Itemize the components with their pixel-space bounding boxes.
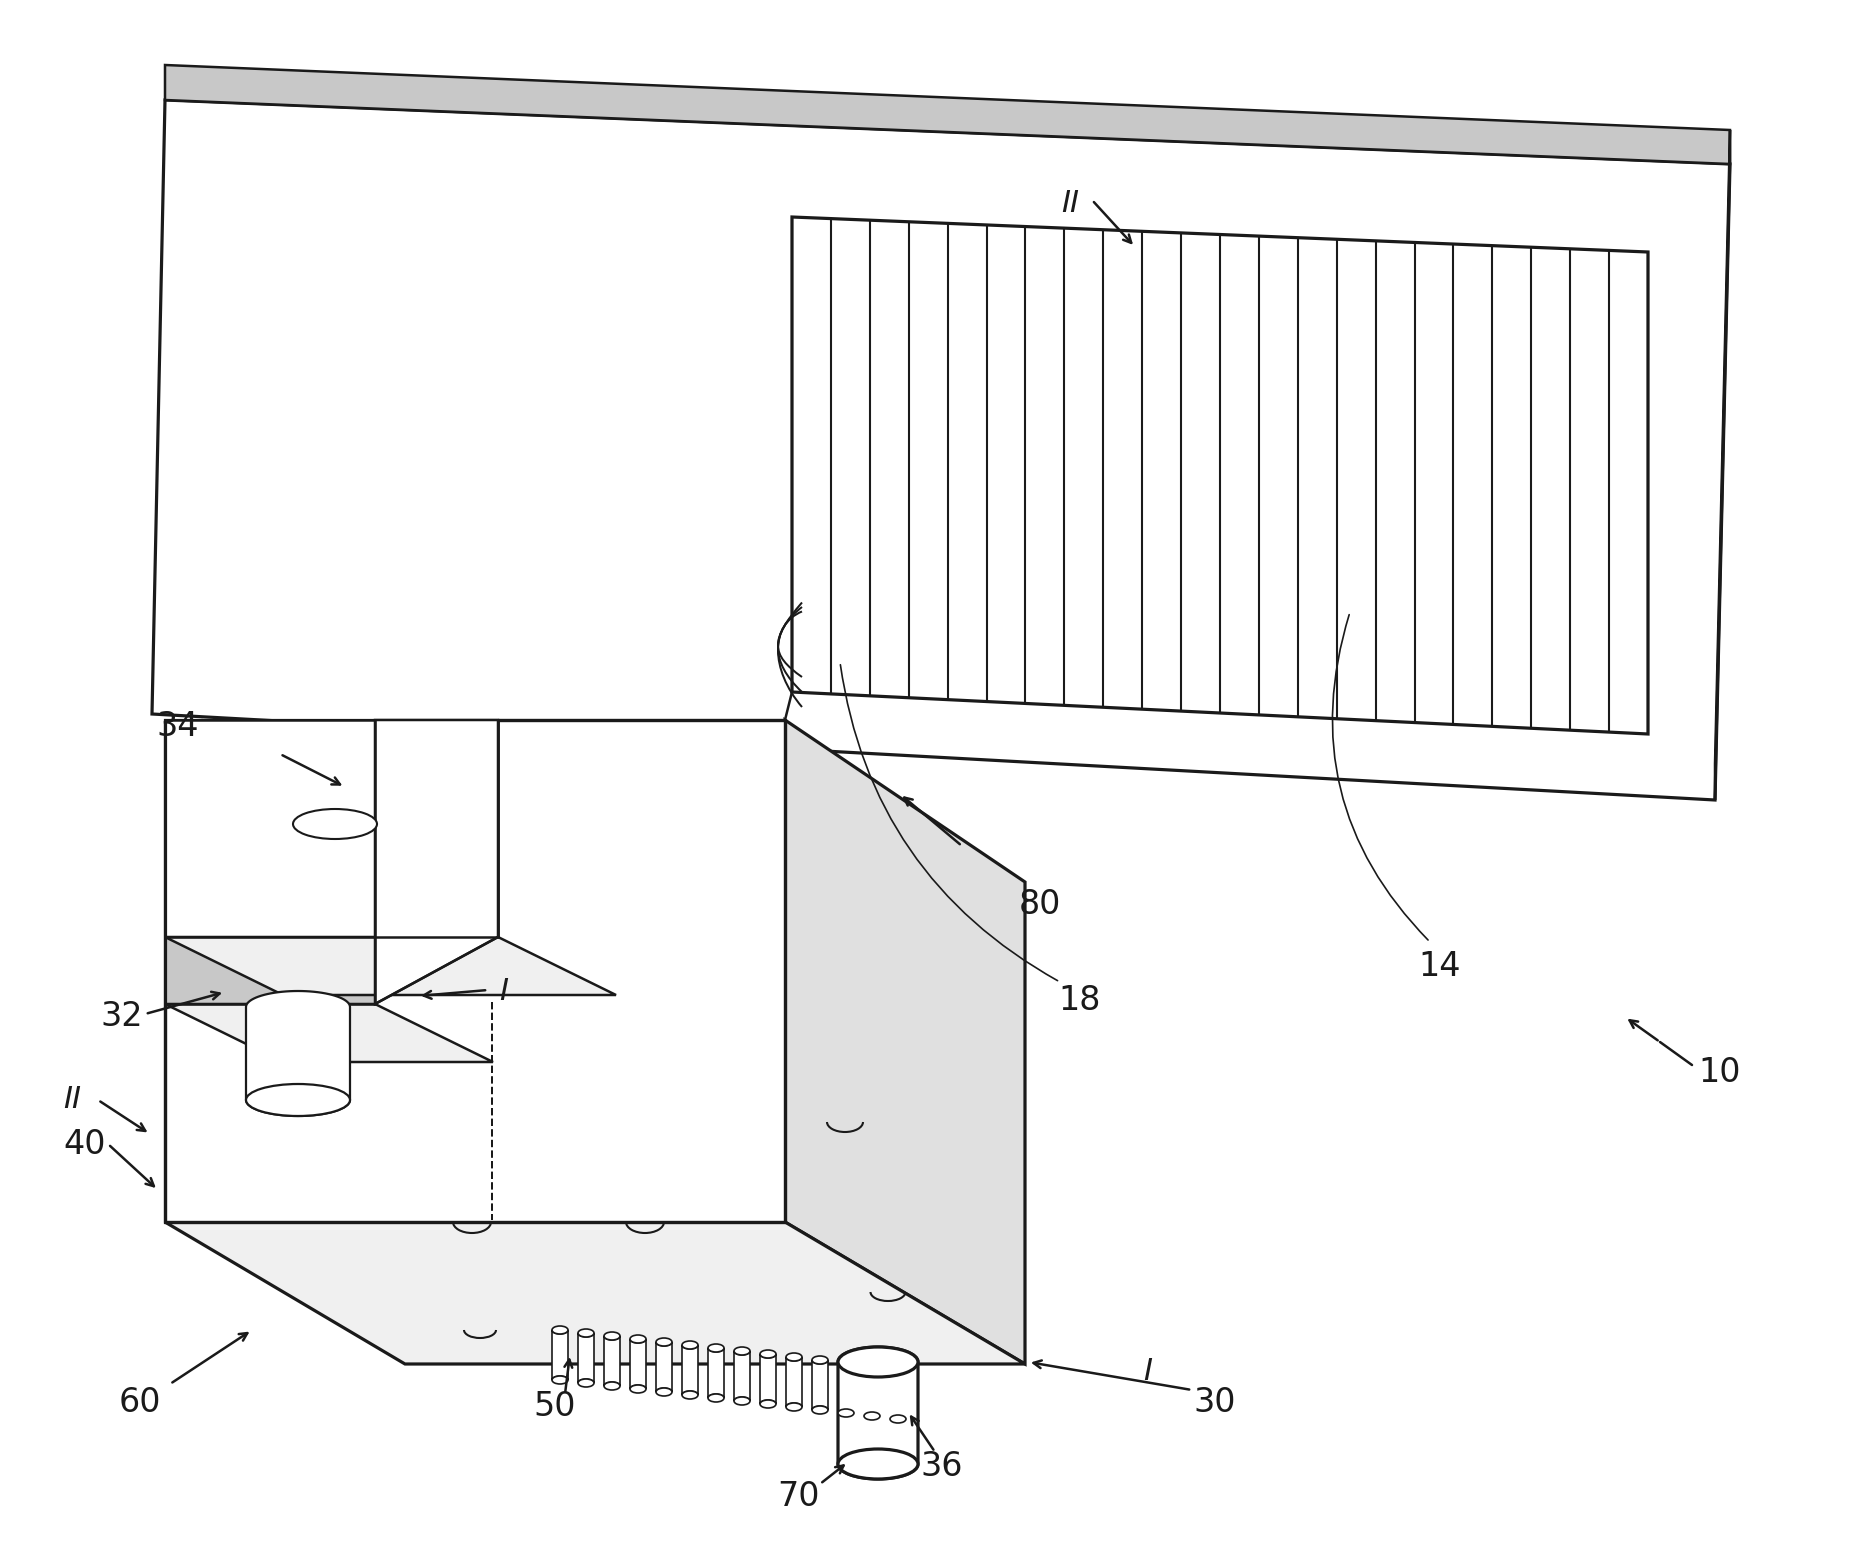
Polygon shape: [708, 1348, 724, 1398]
Polygon shape: [151, 100, 1731, 800]
Ellipse shape: [579, 1329, 594, 1337]
Text: II: II: [63, 1086, 80, 1115]
Ellipse shape: [553, 1376, 568, 1384]
Polygon shape: [891, 1368, 905, 1418]
Ellipse shape: [864, 1362, 879, 1370]
Polygon shape: [164, 937, 616, 995]
Text: 34: 34: [157, 711, 200, 744]
Ellipse shape: [293, 809, 377, 839]
Polygon shape: [734, 1351, 751, 1401]
Ellipse shape: [838, 1450, 919, 1479]
Ellipse shape: [734, 1346, 751, 1354]
Text: I: I: [1143, 1357, 1152, 1387]
Text: 80: 80: [1019, 887, 1060, 920]
Ellipse shape: [629, 1385, 646, 1393]
Text: 50: 50: [534, 1390, 577, 1423]
Polygon shape: [838, 1346, 919, 1479]
Polygon shape: [812, 1361, 827, 1410]
Ellipse shape: [891, 1365, 905, 1373]
Ellipse shape: [760, 1400, 777, 1407]
Ellipse shape: [605, 1382, 620, 1390]
Polygon shape: [784, 720, 1025, 1364]
Text: 18: 18: [1059, 984, 1102, 1017]
Ellipse shape: [734, 1396, 751, 1404]
Polygon shape: [375, 720, 498, 1004]
Ellipse shape: [605, 1332, 620, 1340]
Ellipse shape: [553, 1326, 568, 1334]
Polygon shape: [792, 217, 1649, 734]
Ellipse shape: [786, 1403, 803, 1410]
Polygon shape: [164, 66, 1731, 164]
Ellipse shape: [655, 1389, 672, 1396]
Polygon shape: [605, 1336, 620, 1385]
Polygon shape: [164, 720, 375, 1004]
Polygon shape: [164, 720, 784, 1221]
Ellipse shape: [708, 1343, 724, 1353]
Text: I: I: [500, 978, 508, 1006]
Polygon shape: [864, 1367, 879, 1417]
Polygon shape: [164, 720, 498, 937]
Text: 14: 14: [1419, 951, 1462, 984]
Polygon shape: [629, 1339, 646, 1389]
Text: 32: 32: [101, 1001, 144, 1034]
Polygon shape: [553, 1329, 568, 1379]
Polygon shape: [786, 1357, 803, 1407]
Text: 36: 36: [920, 1450, 963, 1482]
Ellipse shape: [579, 1379, 594, 1387]
Ellipse shape: [786, 1353, 803, 1361]
Polygon shape: [760, 1354, 777, 1404]
Ellipse shape: [838, 1346, 919, 1378]
Text: 10: 10: [1699, 1056, 1742, 1089]
Ellipse shape: [864, 1412, 879, 1420]
Text: II: II: [1060, 189, 1079, 219]
Ellipse shape: [708, 1393, 724, 1403]
Polygon shape: [164, 1004, 493, 1062]
Ellipse shape: [760, 1350, 777, 1357]
Ellipse shape: [838, 1409, 853, 1417]
Text: 40: 40: [63, 1128, 106, 1161]
Polygon shape: [579, 1332, 594, 1382]
Ellipse shape: [812, 1356, 827, 1364]
Ellipse shape: [629, 1336, 646, 1343]
Ellipse shape: [891, 1415, 905, 1423]
Polygon shape: [164, 1221, 1025, 1364]
Text: 70: 70: [777, 1481, 820, 1514]
Polygon shape: [1716, 130, 1731, 800]
Ellipse shape: [838, 1359, 853, 1367]
Text: 60: 60: [119, 1385, 161, 1418]
Polygon shape: [681, 1345, 698, 1395]
Ellipse shape: [246, 1084, 349, 1115]
Ellipse shape: [812, 1406, 827, 1414]
Polygon shape: [246, 990, 349, 1115]
Text: 30: 30: [1193, 1385, 1236, 1418]
Ellipse shape: [681, 1342, 698, 1350]
Ellipse shape: [655, 1339, 672, 1346]
Ellipse shape: [681, 1392, 698, 1400]
Polygon shape: [655, 1342, 672, 1392]
Polygon shape: [838, 1364, 853, 1414]
